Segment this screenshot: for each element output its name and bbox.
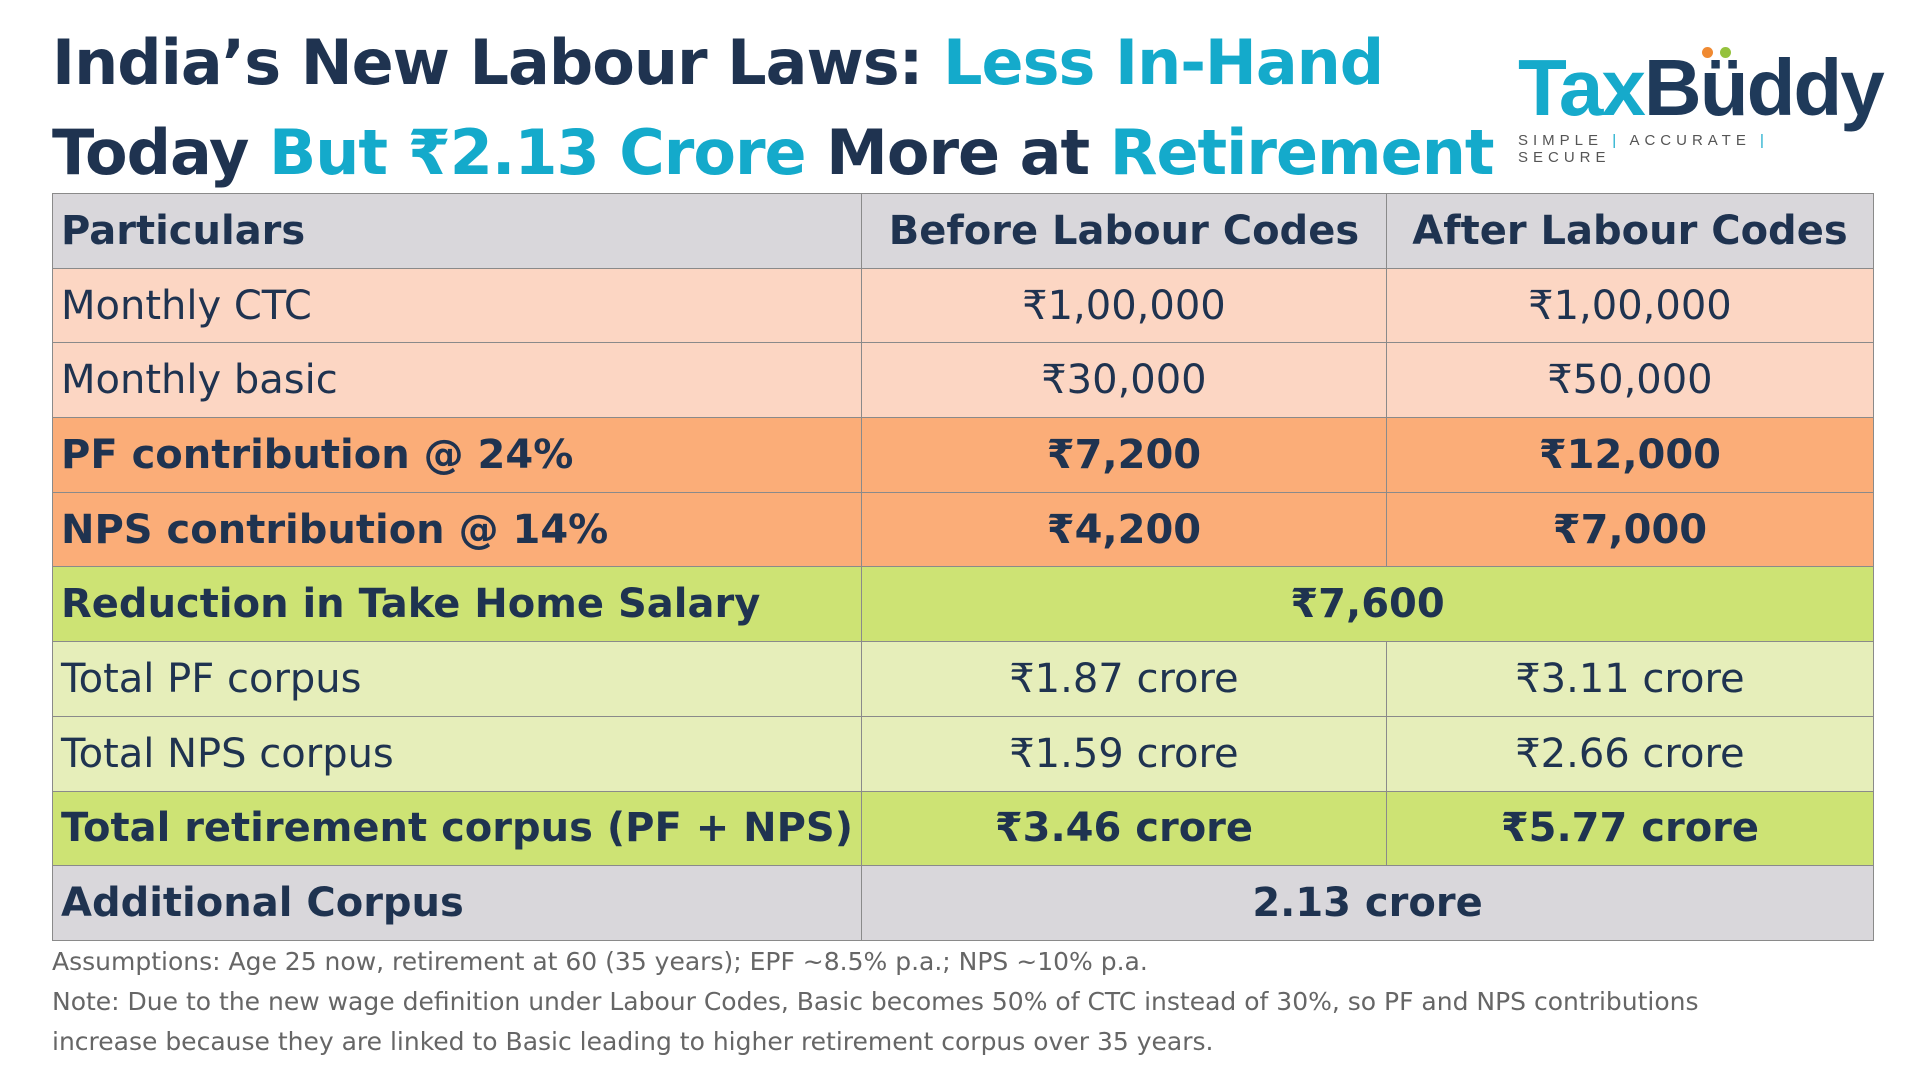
page-title: India’s New Labour Laws: Less In-Hand To… xyxy=(52,18,1494,198)
cell-before: ₹7,200 xyxy=(861,417,1387,493)
row-label: Monthly CTC xyxy=(51,267,863,344)
header-cell: Before Labour Codes xyxy=(861,193,1387,269)
cell-before: ₹3.46 crore xyxy=(861,790,1387,867)
cell-after: ₹12,000 xyxy=(1385,417,1875,493)
row-label: Total PF corpus xyxy=(51,641,863,717)
taxbuddy-logo: TaxBüddy SIMPLE | ACCURATE | SECURE xyxy=(1518,43,1885,167)
cell-after: ₹3.11 crore xyxy=(1385,641,1875,717)
title-text: India’s New Labour Laws: xyxy=(52,26,944,99)
title-highlight: Retirement xyxy=(1109,116,1495,189)
table-row: Monthly CTC ₹1,00,000 ₹1,00,000 xyxy=(51,267,1875,344)
cell-after: ₹50,000 xyxy=(1385,342,1875,419)
table-row: NPS contribution @ 14% ₹4,200 ₹7,000 xyxy=(51,491,1875,568)
cell-before: ₹30,000 xyxy=(861,342,1387,419)
logo-tagline: SIMPLE | ACCURATE | SECURE xyxy=(1518,132,1769,166)
table-row: Reduction in Take Home Salary ₹7,600 xyxy=(51,566,1874,643)
footnote-line-1: Note: Due to the new wage definition und… xyxy=(52,987,1699,1016)
table-row: PF contribution @ 24% ₹7,200 ₹12,000 xyxy=(51,417,1875,493)
cell-after: ₹2.66 crore xyxy=(1385,715,1875,792)
cell-merged: ₹7,600 xyxy=(861,566,1874,643)
cell-after: ₹7,000 xyxy=(1385,491,1875,568)
header-cell: After Labour Codes xyxy=(1385,193,1875,269)
row-label: Additional Corpus xyxy=(51,865,863,941)
cell-before: ₹1.87 crore xyxy=(861,641,1387,717)
title-text: More at xyxy=(805,116,1110,189)
cell-merged: 2.13 crore xyxy=(861,865,1874,941)
cell-before: ₹4,200 xyxy=(861,491,1387,568)
table-row: Total NPS corpus ₹1.59 crore ₹2.66 crore xyxy=(51,715,1875,792)
table-row: Additional Corpus 2.13 crore xyxy=(51,865,1874,941)
cell-before: ₹1.59 crore xyxy=(861,715,1387,792)
table-row: Total PF corpus ₹1.87 crore ₹3.11 crore xyxy=(51,641,1875,717)
table-header-row: Particulars Before Labour Codes After La… xyxy=(51,193,1875,269)
title-highlight: But ₹2.13 Crore xyxy=(268,116,807,189)
table-row: Total retirement corpus (PF + NPS) ₹3.46 … xyxy=(51,790,1875,867)
row-label: PF contribution @ 24% xyxy=(51,417,863,493)
logo-text-tax: Tax xyxy=(1518,43,1646,132)
cell-after: ₹1,00,000 xyxy=(1385,267,1875,344)
cell-before: ₹1,00,000 xyxy=(861,267,1387,344)
row-label: Reduction in Take Home Salary xyxy=(51,566,863,643)
footnote-line-2: increase because they are linked to Basi… xyxy=(52,1027,1214,1056)
logo-text-buddy: Büddy xyxy=(1643,43,1885,132)
logo-dot-green xyxy=(1719,47,1731,58)
row-label: Total retirement corpus (PF + NPS) xyxy=(51,790,863,867)
header-cell: Particulars xyxy=(51,193,863,269)
row-label: Monthly basic xyxy=(51,342,863,419)
table-row: Monthly basic ₹30,000 ₹50,000 xyxy=(51,342,1875,419)
cell-after: ₹5.77 crore xyxy=(1385,790,1875,867)
comparison-table: Particulars Before Labour Codes After La… xyxy=(51,193,1875,941)
row-label: Total NPS corpus xyxy=(51,715,863,792)
assumptions-note: Assumptions: Age 25 now, retirement at 6… xyxy=(52,947,1148,976)
logo-dot-orange xyxy=(1701,47,1713,58)
title-text: Today xyxy=(52,116,269,189)
title-highlight: Less In-Hand xyxy=(943,26,1384,99)
row-label: NPS contribution @ 14% xyxy=(51,491,863,568)
